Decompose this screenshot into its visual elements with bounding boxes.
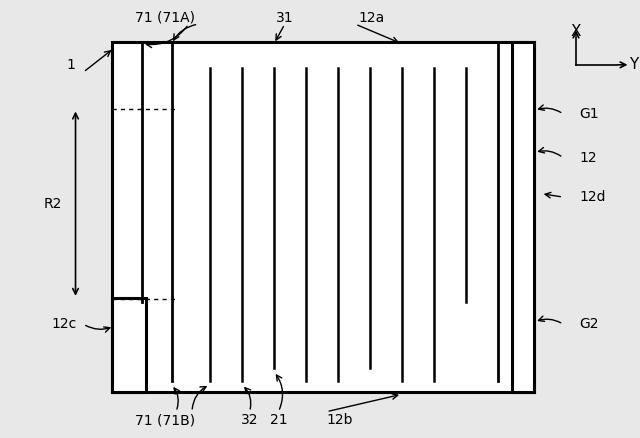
Text: 71 (71B): 71 (71B): [135, 413, 195, 427]
Bar: [512, 42, 534, 392]
Text: 12d: 12d: [579, 190, 605, 204]
Text: 71 (71A): 71 (71A): [135, 11, 195, 25]
Text: G1: G1: [579, 107, 599, 121]
Text: 32: 32: [241, 413, 259, 427]
Text: 12c: 12c: [51, 317, 77, 331]
Text: R2: R2: [44, 197, 61, 211]
Text: 1: 1: [66, 58, 75, 72]
Text: 12a: 12a: [358, 11, 385, 25]
Bar: [112, 298, 146, 392]
Text: 31: 31: [276, 11, 294, 25]
Text: 21: 21: [269, 413, 287, 427]
Bar: [112, 42, 534, 392]
Text: 12: 12: [579, 151, 597, 165]
Text: G2: G2: [579, 317, 598, 331]
Text: 12b: 12b: [326, 413, 353, 427]
Text: Y: Y: [629, 57, 638, 72]
Text: X: X: [571, 24, 581, 39]
